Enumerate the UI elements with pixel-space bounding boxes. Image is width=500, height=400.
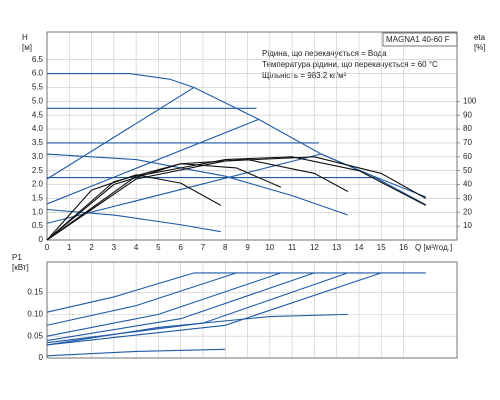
y-tick-label: 0 [39,235,44,244]
curve [46,174,222,241]
annotation: Рідина, що перекачується = Вода [262,49,387,58]
y2-tick-label: 10 [463,221,472,230]
curve [46,272,282,337]
y2-tick-label: 30 [463,194,472,203]
y-axis-unit: [м] [22,43,32,52]
x-tick-label: 11 [288,243,297,252]
y-tick-label: 2.5 [32,166,44,175]
x-tick-label: 15 [377,243,386,252]
y-tick-label: 0.05 [27,331,43,340]
y2-axis-label: eta [474,33,486,42]
curve [46,272,195,313]
y-tick-label: 5.5 [32,83,44,92]
curve [46,156,427,241]
y-tick-label: 3.0 [32,152,44,161]
y-tick-label: 0.5 [32,221,44,230]
curve [46,163,282,241]
y-axis-label: P1 [12,253,22,262]
x-axis-label: Q [м³/год.] [415,243,452,252]
curve [46,313,348,346]
y-tick-label: 0 [39,353,44,362]
curve [47,73,427,198]
plot-frame [46,31,458,241]
y-tick-label: 0.15 [27,288,43,297]
x-tick-label: 0 [45,243,50,252]
annotation: Температура рідини, що перекачується = 6… [262,60,438,69]
y-tick-label: 0.10 [27,309,43,318]
curve [46,272,237,326]
y2-tick-label: 60 [463,152,472,161]
x-tick-label: 12 [310,243,319,252]
x-tick-label: 16 [399,243,408,252]
y2-axis-unit: [%] [474,43,486,52]
y-tick-label: 2.0 [32,180,44,189]
annotation: Щільність = 983.2 кг/м³ [262,71,347,80]
x-tick-label: 13 [332,243,341,252]
x-tick-label: 3 [112,243,117,252]
x-tick-label: 2 [89,243,94,252]
y-tick-label: 5.0 [32,96,44,105]
curve [46,153,348,216]
y2-tick-label: 40 [463,180,472,189]
x-tick-label: 14 [355,243,364,252]
y-axis-unit: [кВт] [12,263,29,272]
y-tick-label: 1.5 [32,194,44,203]
y-tick-label: 1.0 [32,207,44,216]
y2-tick-label: 70 [463,138,472,147]
model-label: MAGNA1 40-60 F [386,35,450,44]
y2-tick-label: 50 [463,166,472,175]
x-tick-label: 9 [245,243,250,252]
y-tick-label: 4.5 [32,110,44,119]
y2-tick-label: 80 [463,124,472,133]
curve [46,272,348,344]
y-axis-label: H [22,33,28,42]
y-tick-label: 3.5 [32,138,44,147]
x-tick-label: 10 [265,243,274,252]
curve [46,118,259,205]
y2-tick-label: 100 [463,96,477,105]
curve [46,272,382,346]
x-tick-label: 4 [134,243,139,252]
y-tick-label: 4.0 [32,124,44,133]
curve [46,348,226,357]
y-tick-label: 6.5 [32,55,44,64]
x-tick-label: 7 [201,243,206,252]
curve [46,156,427,241]
curve [46,272,315,342]
x-tick-label: 5 [156,243,161,252]
x-tick-label: 1 [67,243,72,252]
y2-tick-label: 90 [463,110,472,119]
x-tick-label: 8 [223,243,228,252]
curve [320,153,427,206]
y2-tick-label: 20 [463,207,472,216]
plot-frame [46,261,458,359]
curve [46,208,221,233]
curve [46,86,195,180]
y-tick-label: 6.0 [32,69,44,78]
x-tick-label: 6 [178,243,183,252]
